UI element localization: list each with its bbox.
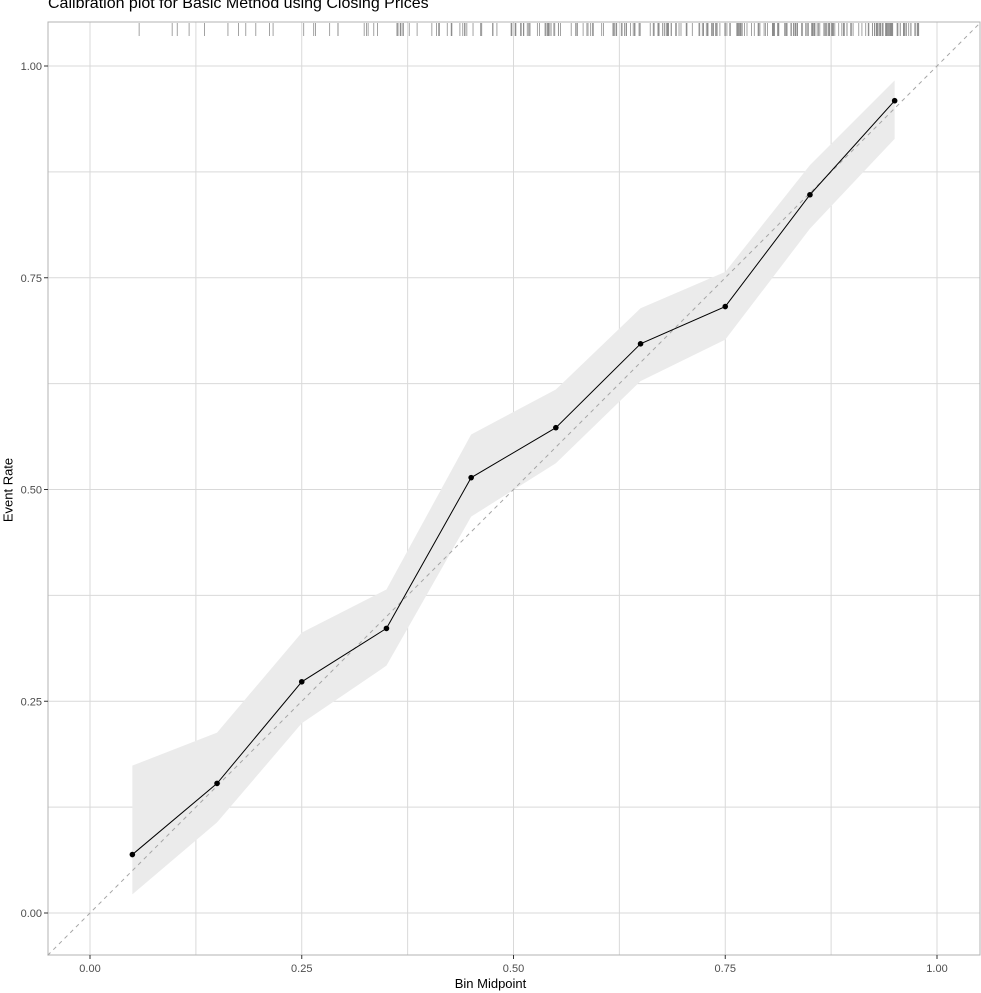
y-tick-label: 0.00	[21, 908, 42, 920]
data-point	[722, 303, 729, 310]
data-point	[383, 625, 390, 632]
data-point	[637, 341, 644, 347]
y-tick-label: 1.00	[21, 61, 42, 73]
x-tick-label: 0.25	[291, 963, 312, 975]
data-point	[891, 97, 898, 104]
data-point	[807, 191, 813, 198]
y-tick-label: 0.75	[21, 273, 42, 285]
confidence-ribbon	[132, 80, 895, 895]
x-tick-label: 0.75	[715, 963, 736, 975]
y-tick-label: 0.25	[21, 696, 42, 708]
data-point	[214, 780, 220, 787]
x-tick-label: 0.00	[79, 963, 100, 975]
data-point	[468, 474, 474, 481]
x-tick-label: 1.00	[926, 963, 947, 975]
x-axis-label: Bin Midpoint	[454, 976, 527, 991]
series-line	[132, 100, 896, 855]
data-point	[298, 678, 305, 685]
chart-title: Calibration plot for Basic Method using …	[48, 0, 429, 12]
data-point	[553, 424, 559, 431]
x-tick-label: 0.50	[503, 963, 524, 975]
y-tick-label: 0.50	[21, 485, 42, 497]
data-point	[129, 851, 136, 858]
